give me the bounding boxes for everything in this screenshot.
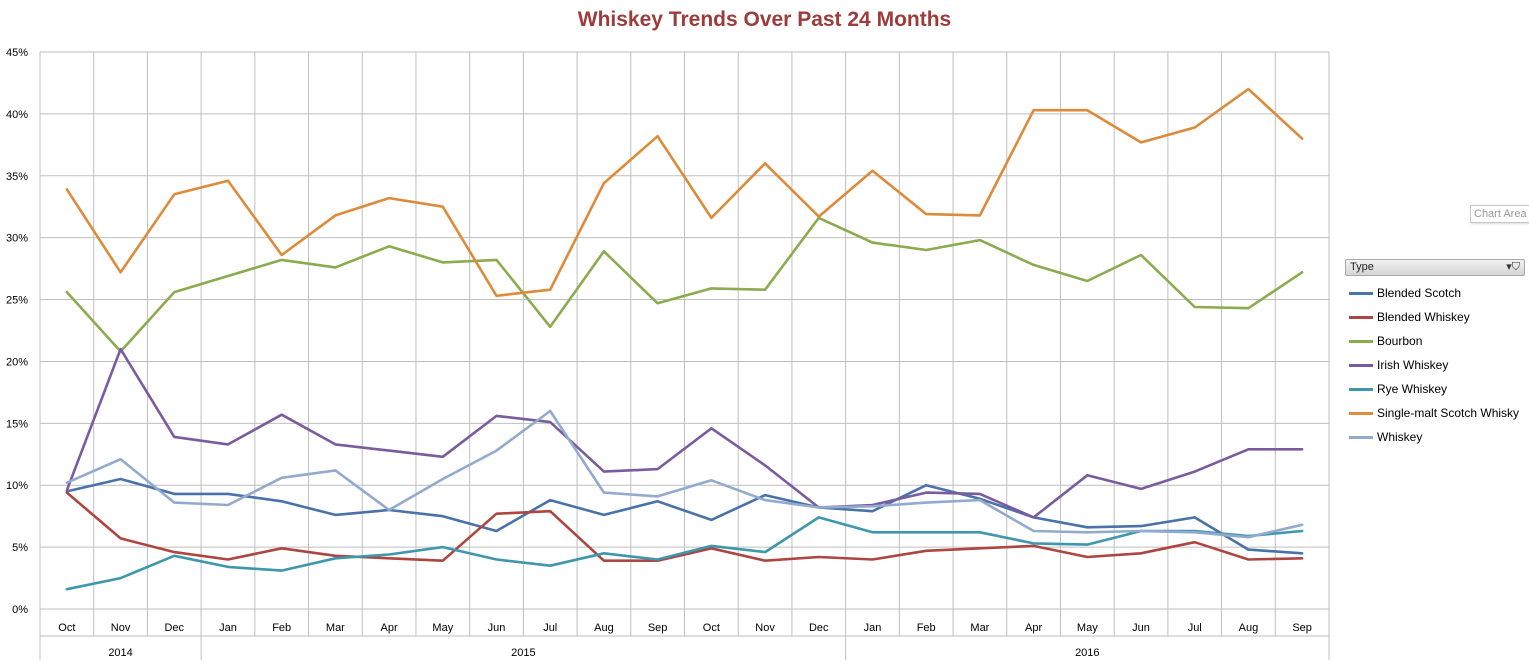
- y-tick-label: 45%: [6, 47, 28, 59]
- x-tick-label: Sep: [648, 622, 668, 634]
- series-line-blended-scotch[interactable]: [65, 477, 1304, 555]
- year-label: 2014: [108, 647, 132, 659]
- x-tick-label: Jan: [219, 622, 237, 634]
- x-tick-label: Mar: [326, 622, 345, 634]
- x-tick-label: Dec: [809, 622, 829, 634]
- x-tick-label: May: [1077, 622, 1098, 634]
- x-tick-label: Nov: [111, 622, 131, 634]
- legend-item[interactable]: Blended Scotch: [1345, 281, 1525, 305]
- legend-item[interactable]: Rye Whiskey: [1345, 377, 1525, 401]
- x-tick-label: May: [432, 622, 453, 634]
- legend-swatch: [1349, 412, 1373, 416]
- legend-label: Rye Whiskey: [1377, 382, 1448, 396]
- legend[interactable]: Type ▾⛉ Blended Scotch Blended Whiskey Bou…: [1345, 259, 1525, 449]
- filter-dropdown-icon[interactable]: ▾⛉: [1506, 261, 1520, 273]
- year-label: 2016: [1075, 647, 1099, 659]
- x-tick-label: Nov: [755, 622, 775, 634]
- legend-item[interactable]: Blended Whiskey: [1345, 305, 1525, 329]
- legend-swatch: [1349, 388, 1373, 392]
- legend-header-label: Type: [1350, 261, 1374, 273]
- legend-swatch: [1349, 364, 1373, 368]
- series-line-blended-whiskey[interactable]: [65, 491, 1304, 563]
- legend-header[interactable]: Type ▾⛉: [1345, 259, 1525, 276]
- x-tick-label: Aug: [1239, 622, 1259, 634]
- legend-swatch: [1349, 292, 1373, 296]
- series-line-rye-whiskey[interactable]: [65, 516, 1304, 591]
- legend-label: Blended Scotch: [1377, 286, 1462, 300]
- x-tick-label: Apr: [1025, 622, 1042, 634]
- legend-items: Blended Scotch Blended Whiskey Bourbon Iris…: [1345, 281, 1525, 449]
- y-tick-label: 0%: [12, 604, 28, 616]
- x-tick-label: Apr: [381, 622, 398, 634]
- x-tick-label: Feb: [917, 622, 936, 634]
- axis-labels: 0% 5% 10% 15% 20% 25% 30% 35% 40% 45% Oct Nov Dec Jan…: [6, 47, 1312, 659]
- y-tick-label: 25%: [6, 295, 28, 307]
- legend-swatch: [1349, 436, 1373, 440]
- x-tick-label: Jul: [1188, 622, 1202, 634]
- x-tick-label: Jun: [1132, 622, 1150, 634]
- legend-label: Whiskey: [1377, 430, 1423, 444]
- legend-item[interactable]: Bourbon: [1345, 329, 1525, 353]
- year-label: 2015: [511, 647, 535, 659]
- legend-swatch: [1349, 340, 1373, 344]
- chart-area-tooltip: Chart Area: [1470, 205, 1529, 223]
- x-tick-label: Jan: [864, 622, 882, 634]
- legend-swatch: [1349, 316, 1373, 320]
- y-tick-label: 35%: [6, 171, 28, 183]
- series-line-single-malt-scotch-whisky[interactable]: [65, 87, 1304, 298]
- x-tick-label: Jul: [543, 622, 557, 634]
- x-tick-label: Oct: [58, 622, 75, 634]
- legend-label: Blended Whiskey: [1377, 310, 1470, 324]
- x-tick-label: Feb: [272, 622, 291, 634]
- y-tick-label: 15%: [6, 418, 28, 430]
- series-line-whiskey[interactable]: [65, 409, 1304, 539]
- series-line-bourbon[interactable]: [65, 216, 1304, 353]
- x-tick-label: Oct: [703, 622, 720, 634]
- y-tick-label: 40%: [6, 109, 28, 121]
- grid-lines: [39, 51, 1330, 660]
- legend-label: Bourbon: [1377, 334, 1423, 348]
- chart-title: Whiskey Trends Over Past 24 Months: [577, 8, 952, 31]
- legend-label: Single-malt Scotch Whisky: [1377, 406, 1520, 420]
- x-tick-label: Aug: [594, 622, 614, 634]
- legend-item[interactable]: Irish Whiskey: [1345, 353, 1525, 377]
- legend-item[interactable]: Whiskey: [1345, 425, 1525, 449]
- series-line-irish-whiskey[interactable]: [65, 347, 1304, 519]
- legend-item[interactable]: Single-malt Scotch Whisky: [1345, 401, 1525, 425]
- y-tick-label: 5%: [12, 542, 28, 554]
- y-tick-label: 20%: [6, 356, 28, 368]
- x-tick-label: Mar: [970, 622, 989, 634]
- legend-label: Irish Whiskey: [1377, 358, 1449, 372]
- x-tick-label: Dec: [164, 622, 184, 634]
- y-tick-label: 10%: [6, 480, 28, 492]
- x-tick-label: Sep: [1292, 622, 1312, 634]
- x-tick-label: Jun: [488, 622, 506, 634]
- series-lines[interactable]: [65, 87, 1304, 591]
- y-tick-label: 30%: [6, 233, 28, 245]
